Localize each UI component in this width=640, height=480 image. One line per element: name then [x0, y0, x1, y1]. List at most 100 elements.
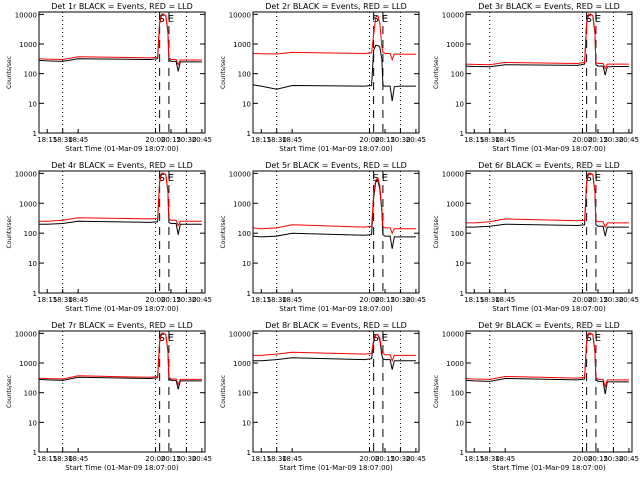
x-axis-label: Start Time (01-Mar-09 18:07:00) — [65, 305, 179, 313]
interval-marker-label: E — [382, 173, 388, 184]
x-tick-label: 20:30 — [390, 136, 410, 144]
x-tick-label: 18:15 — [251, 296, 271, 304]
interval-marker-label: S — [585, 173, 591, 184]
x-tick-label: 18:30 — [53, 455, 73, 463]
y-tick-label: 10000 — [229, 330, 251, 338]
x-tick-label: 20:30 — [390, 296, 410, 304]
y-tick-label: 100 — [238, 71, 251, 79]
y-tick-label: 1000 — [19, 360, 37, 368]
x-tick-label: 18:45 — [495, 296, 515, 304]
y-tick-label: 10 — [28, 260, 37, 268]
interval-marker-label: E — [382, 14, 388, 25]
y-tick-label: 100 — [451, 390, 464, 398]
panel-title: Det 4r BLACK = Events, RED = LLD — [51, 161, 193, 170]
series-line-lld — [38, 332, 202, 386]
x-tick-label: 20:00 — [572, 136, 592, 144]
x-tick-label: 18:45 — [282, 136, 302, 144]
plot-frame — [465, 170, 633, 294]
y-tick-label: 10000 — [15, 11, 37, 19]
x-tick-label: 20:00 — [359, 455, 379, 463]
interval-marker-label: S — [585, 14, 591, 25]
panel: Det 9r BLACK = Events, RED = LLD Counts/s… — [433, 321, 639, 472]
x-tick-label: 20:15 — [588, 455, 608, 463]
y-axis-label: Counts/sec — [220, 215, 227, 248]
plot-frame — [252, 11, 420, 134]
y-tick-label: 10 — [242, 260, 251, 268]
x-tick-label: 20:45 — [192, 136, 212, 144]
x-tick-label: 20:30 — [603, 455, 623, 463]
y-tick-label: 100 — [24, 71, 37, 79]
x-tick-label: 20:45 — [619, 136, 639, 144]
x-tick-label: 20:45 — [406, 136, 426, 144]
y-tick-label: 1000 — [233, 200, 251, 208]
y-tick-label: 10000 — [442, 170, 464, 178]
x-tick-label: 18:45 — [68, 136, 88, 144]
y-tick-label: 10 — [242, 419, 251, 427]
x-tick-label: 18:15 — [464, 136, 484, 144]
series-line-lld — [466, 172, 629, 229]
y-axis-label: Counts/sec — [6, 56, 13, 89]
panel: Det 6r BLACK = Events, RED = LLD Counts/s… — [433, 161, 639, 313]
x-tick-label: 18:15 — [251, 455, 271, 463]
series-line-lld — [465, 332, 629, 389]
x-tick-label: 18:45 — [495, 455, 515, 463]
panel: Det 8r BLACK = Events, RED = LLD Counts/s… — [220, 321, 426, 472]
plot-frame — [465, 330, 633, 453]
plot-frame — [38, 330, 206, 453]
y-tick-label: 1 — [460, 449, 464, 457]
y-tick-label: 1 — [33, 290, 37, 298]
x-tick-label: 20:45 — [406, 296, 426, 304]
panel-title: Det 1r BLACK = Events, RED = LLD — [51, 2, 193, 11]
series-line-lld — [39, 172, 202, 227]
x-tick-label: 20:00 — [145, 136, 165, 144]
x-tick-label: 20:30 — [603, 136, 623, 144]
x-axis-label: Start Time (01-Mar-09 18:07:00) — [279, 305, 393, 313]
x-axis-label: Start Time (01-Mar-09 18:07:00) — [279, 145, 393, 153]
x-tick-label: 18:45 — [282, 296, 302, 304]
interval-marker-label: E — [382, 333, 388, 344]
x-tick-label: 18:30 — [267, 296, 287, 304]
interval-marker-label: S — [585, 333, 591, 344]
y-tick-label: 1000 — [446, 41, 464, 49]
plot-frame — [252, 330, 420, 453]
x-tick-label: 20:00 — [572, 296, 592, 304]
panel: Det 2r BLACK = Events, RED = LLD Counts/s… — [220, 2, 426, 153]
y-tick-label: 1000 — [19, 41, 37, 49]
panel: Det 3r BLACK = Events, RED = LLD Counts/s… — [433, 2, 639, 153]
interval-marker-label: E — [595, 333, 601, 344]
y-tick-label: 1 — [460, 130, 464, 138]
y-tick-label: 10 — [455, 260, 464, 268]
x-tick-label: 18:15 — [251, 136, 271, 144]
x-tick-label: 20:15 — [375, 455, 395, 463]
y-tick-label: 1 — [33, 130, 37, 138]
y-tick-label: 10000 — [442, 330, 464, 338]
x-tick-label: 20:15 — [588, 136, 608, 144]
x-tick-label: 20:30 — [603, 296, 623, 304]
x-tick-label: 20:45 — [619, 296, 639, 304]
interval-marker-label: S — [158, 333, 164, 344]
x-tick-label: 20:30 — [176, 455, 196, 463]
x-tick-label: 20:00 — [359, 136, 379, 144]
x-tick-label: 20:00 — [145, 455, 165, 463]
y-tick-label: 10000 — [15, 170, 37, 178]
x-tick-label: 20:45 — [192, 455, 212, 463]
x-tick-label: 20:45 — [406, 455, 426, 463]
y-tick-label: 100 — [24, 230, 37, 238]
series-line-events — [252, 44, 416, 102]
x-axis-label: Start Time (01-Mar-09 18:07:00) — [492, 464, 606, 472]
y-axis-label: Counts/sec — [220, 375, 227, 408]
x-tick-label: 20:15 — [161, 455, 181, 463]
interval-marker-label: E — [168, 173, 174, 184]
interval-marker-label: E — [595, 173, 601, 184]
y-tick-label: 1000 — [233, 360, 251, 368]
y-tick-label: 10 — [28, 100, 37, 108]
x-tick-label: 18:30 — [480, 455, 500, 463]
y-axis-label: Counts/sec — [220, 56, 227, 89]
x-tick-label: 18:15 — [37, 296, 57, 304]
series-line-lld — [465, 13, 629, 70]
interval-marker-label: S — [158, 173, 164, 184]
y-tick-label: 100 — [451, 71, 464, 79]
interval-marker-label: S — [158, 14, 164, 25]
panel: Det 7r BLACK = Events, RED = LLD Counts/s… — [6, 321, 212, 472]
